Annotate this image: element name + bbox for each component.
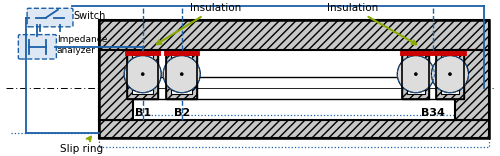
FancyBboxPatch shape [18, 35, 57, 59]
Bar [99, 115, 489, 147]
Bar [127, 50, 158, 98]
Circle shape [180, 73, 183, 76]
Bar [402, 50, 429, 98]
Text: B34: B34 [421, 108, 445, 118]
Circle shape [163, 56, 200, 93]
Bar [166, 50, 198, 98]
Bar [99, 50, 133, 120]
Text: Slip ring: Slip ring [60, 137, 103, 154]
Bar [133, 77, 455, 98]
Bar [127, 50, 158, 98]
Circle shape [432, 56, 469, 93]
Text: Impedance
analyzer: Impedance analyzer [57, 35, 107, 55]
Text: Insulation: Insulation [327, 3, 416, 44]
Bar [99, 20, 489, 50]
Text: Switch: Switch [74, 11, 106, 21]
Bar [436, 50, 464, 98]
Text: B2: B2 [174, 108, 190, 118]
Bar [407, 55, 424, 94]
Bar [436, 50, 464, 98]
Circle shape [124, 56, 161, 93]
Text: Insulation: Insulation [157, 3, 242, 44]
Bar [99, 20, 489, 138]
Bar [402, 50, 429, 98]
Circle shape [398, 56, 434, 93]
FancyBboxPatch shape [27, 8, 73, 27]
Circle shape [448, 73, 452, 76]
Bar [171, 55, 192, 94]
Bar [99, 120, 489, 138]
Bar [455, 50, 489, 120]
Circle shape [141, 73, 144, 76]
Text: B1: B1 [134, 108, 151, 118]
Bar [132, 55, 154, 94]
Bar [441, 55, 458, 94]
Bar [166, 50, 198, 98]
Circle shape [414, 73, 418, 76]
